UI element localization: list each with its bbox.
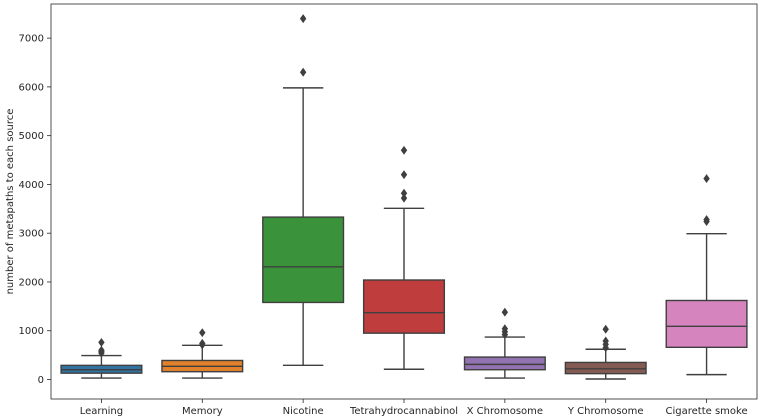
y-tick-label: 3000 — [19, 229, 44, 240]
outlier-point — [199, 338, 206, 348]
box-y-chromosome — [564, 324, 647, 380]
y-axis-label: number of metapaths to each source — [5, 109, 16, 295]
box-iqr — [463, 356, 546, 371]
box-learning — [60, 337, 143, 379]
outlier-point — [199, 328, 206, 338]
y-tick-label: 0 — [38, 375, 44, 386]
x-tick-label: Tetrahydrocannabinol — [349, 406, 458, 417]
box-x-chromosome — [463, 307, 546, 379]
boxes — [60, 14, 748, 380]
outlier-point — [98, 337, 105, 347]
outlier-point — [400, 170, 408, 180]
box-iqr — [262, 216, 345, 304]
x-tick-label: X Chromosome — [467, 406, 543, 417]
y-tick-label: 7000 — [19, 34, 44, 45]
y-tick-label: 1000 — [19, 326, 44, 337]
x-tick-label: Y Chromosome — [567, 406, 644, 417]
y-tick-label: 6000 — [19, 82, 44, 93]
outlier-point — [400, 188, 408, 198]
plot-frame — [50, 3, 758, 400]
x-tick-label: Memory — [182, 406, 223, 417]
x-tick-label: Cigarette smoke — [666, 406, 748, 417]
x-axis: Learning Memory Nicotine Tetrahydrocannabin… — [80, 399, 748, 417]
outlier-point — [400, 145, 408, 155]
outlier-point — [602, 324, 609, 334]
box-nicotine — [262, 14, 345, 367]
outlier-point — [98, 345, 105, 355]
y-tick-label: 4000 — [19, 180, 44, 191]
outlier-point — [703, 215, 710, 225]
y-tick-label: 2000 — [19, 277, 44, 288]
outlier-point — [703, 174, 710, 184]
x-tick-label: Nicotine — [283, 406, 324, 417]
outlier-point — [400, 193, 408, 203]
box-memory — [161, 328, 244, 379]
outlier-point — [299, 67, 307, 77]
outlier-point — [501, 307, 509, 317]
outlier-point — [501, 324, 509, 334]
outlier-point — [602, 336, 609, 346]
box-iqr — [665, 299, 748, 349]
box-iqr — [564, 361, 647, 375]
box-iqr — [362, 279, 446, 334]
y-tick-label: 5000 — [19, 131, 44, 142]
box-cigarette-smoke — [665, 174, 748, 376]
box-tetrahydrocannabinol — [362, 145, 446, 370]
x-tick-label: Learning — [80, 406, 123, 417]
outlier-point — [299, 14, 307, 24]
y-axis: 0 1000 2000 3000 4000 5000 6000 7000 — [19, 34, 51, 386]
